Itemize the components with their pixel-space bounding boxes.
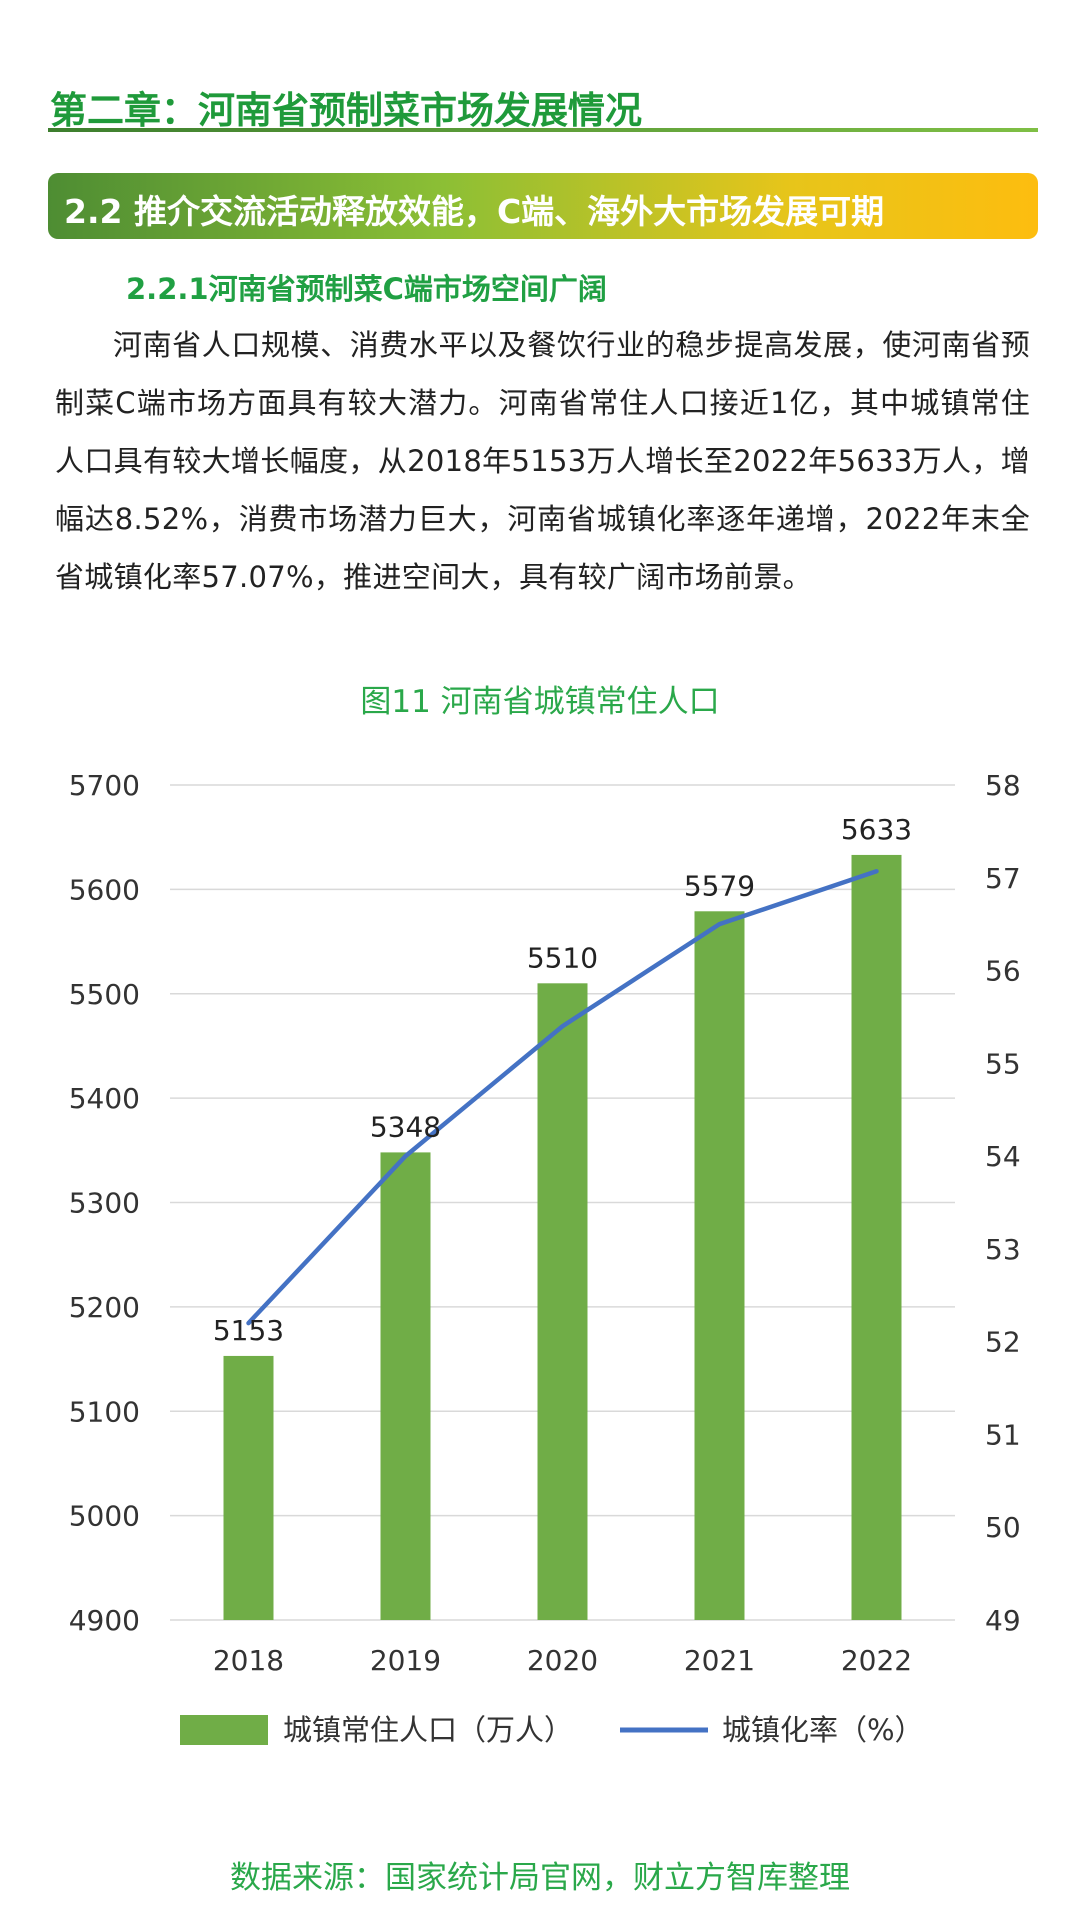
bar-data-label: 5579	[684, 869, 755, 902]
urbanization-rate-line	[246, 869, 879, 1326]
y-right-tick-label: 54	[985, 1140, 1021, 1173]
y-right-tick-label: 53	[985, 1233, 1021, 1266]
bar	[537, 983, 588, 1620]
bar	[694, 911, 745, 1620]
y-left-tick-label: 5000	[69, 1500, 140, 1533]
subsection-title: 2.2.1河南省预制菜C端市场空间广阔	[126, 272, 607, 306]
y-left-tick-label: 5600	[69, 873, 140, 906]
chapter-title: 第二章：河南省预制菜市场发展情况	[50, 89, 642, 132]
x-tick-label: 2019	[370, 1644, 441, 1677]
y-left-tick-label: 5200	[69, 1291, 140, 1324]
y-right-tick-label: 52	[985, 1326, 1021, 1359]
y-left-tick-label: 5400	[69, 1082, 140, 1115]
chapter-divider	[48, 128, 1038, 132]
bar-data-label: 5348	[370, 1110, 441, 1143]
figure-caption: 图11 河南省城镇常住人口	[360, 684, 720, 720]
bar	[380, 1152, 431, 1620]
bar-data-label: 5153	[213, 1314, 284, 1347]
section-banner: 2.2 推介交流活动释放效能，C端、海外大市场发展可期	[48, 173, 1038, 239]
y-right-tick-label: 49	[985, 1604, 1021, 1637]
y-left-tick-label: 5700	[69, 769, 140, 802]
body-paragraph: 河南省人口规模、消费水平以及餐饮行业的稳步提高发展，使河南省预制菜C端市场方面具…	[55, 328, 1030, 594]
x-tick-label: 2021	[684, 1644, 755, 1677]
data-source: 数据来源：国家统计局官网，财立方智库整理	[230, 1860, 850, 1896]
y-right-tick-label: 50	[985, 1511, 1021, 1544]
section-title: 2.2 推介交流活动释放效能，C端、海外大市场发展可期	[64, 192, 885, 231]
bar	[223, 1355, 274, 1620]
y-left-tick-label: 5300	[69, 1187, 140, 1220]
y-right-tick-label: 57	[985, 862, 1021, 895]
legend-label-population: 城镇常住人口（万人）	[283, 1713, 573, 1747]
bar-data-label: 5633	[841, 813, 912, 846]
x-tick-label: 2018	[213, 1644, 284, 1677]
y-left-tick-label: 5100	[69, 1395, 140, 1428]
bar-data-label: 5510	[527, 941, 598, 974]
y-left-tick-label: 5500	[69, 978, 140, 1011]
legend-swatch-bar	[180, 1715, 268, 1745]
x-tick-label: 2022	[841, 1644, 912, 1677]
legend-label-urbanization: 城镇化率（%）	[722, 1713, 924, 1747]
x-tick-label: 2020	[527, 1644, 598, 1677]
y-left-tick-label: 4900	[69, 1604, 140, 1637]
y-right-tick-label: 58	[985, 769, 1021, 802]
y-right-tick-label: 56	[985, 955, 1021, 988]
y-right-tick-label: 51	[985, 1418, 1021, 1451]
y-right-tick-label: 55	[985, 1047, 1021, 1080]
bar	[851, 854, 902, 1620]
